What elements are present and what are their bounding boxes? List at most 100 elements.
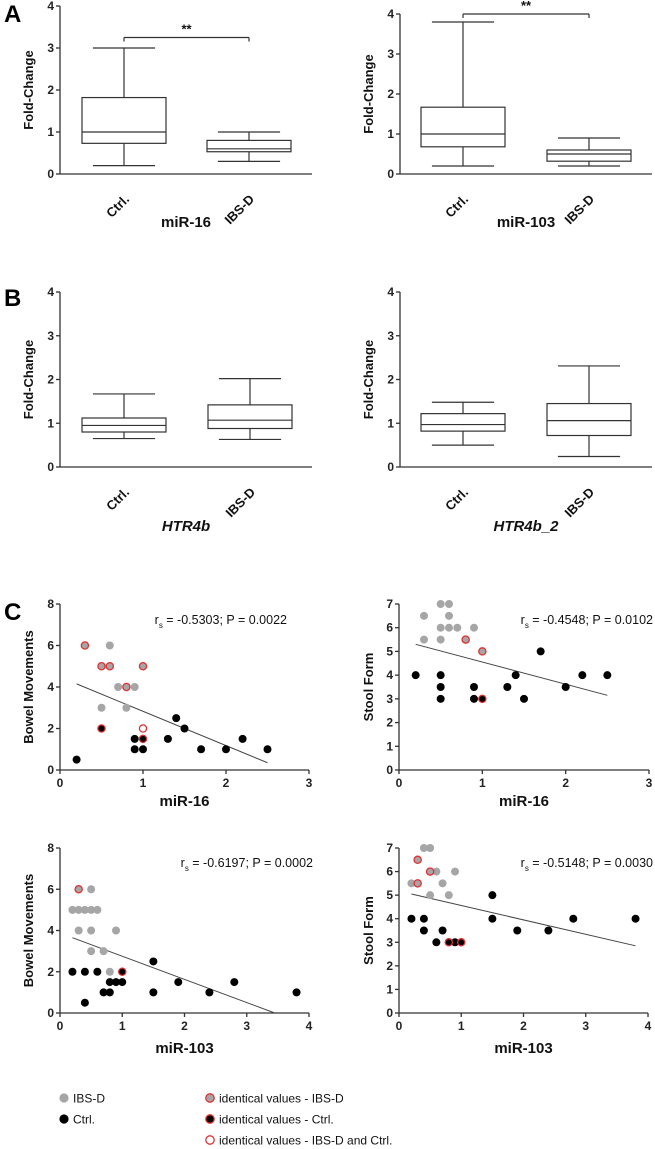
data-point-ctrl	[130, 745, 139, 754]
data-point-ctrl	[488, 914, 497, 923]
data-point-ibs	[445, 611, 453, 620]
annotation-r: r	[521, 613, 525, 627]
regression-line	[411, 893, 636, 947]
x-category-label: IBS-D	[222, 485, 258, 521]
y-tick-label: 0	[47, 167, 54, 181]
data-point-ctrl	[411, 671, 420, 680]
x-axis-label: miR-16	[159, 793, 209, 810]
x-tick-label: 1	[140, 776, 147, 790]
data-point-ibs	[407, 879, 416, 888]
data-point-ctrl	[172, 714, 181, 723]
annotation-r: r	[521, 856, 525, 870]
legend-item-ctrl-id: identical values - Ctrl.	[205, 1113, 334, 1127]
x-tick-label: 0	[57, 1019, 64, 1033]
data-point-ibs-id	[122, 682, 131, 692]
data-point-ctrl	[118, 978, 127, 987]
y-tick-label: 8	[47, 841, 54, 855]
data-point-ctrl	[80, 998, 89, 1007]
panel-letter-b: B	[4, 285, 21, 312]
y-tick-label: 1	[47, 125, 54, 139]
data-point-ibs	[445, 623, 453, 632]
x-tick-label: 2	[520, 1019, 527, 1033]
y-tick-label: 0	[47, 460, 54, 474]
data-point-ibs	[130, 683, 139, 691]
legend-item-ibs-id: identical values - IBS-D	[205, 1092, 344, 1106]
y-tick-label: 2	[47, 722, 54, 736]
data-point-ctrl	[470, 683, 478, 691]
data-point-ctrl	[436, 683, 445, 691]
y-tick-label: 4	[47, 680, 54, 694]
data-point-ibs-id	[478, 647, 487, 656]
data-point-ctrl-id	[456, 938, 466, 947]
data-point-ibs	[451, 867, 460, 876]
data-point-ctrl-id	[444, 938, 454, 947]
y-axis-label: Fold-Change	[21, 340, 36, 419]
data-point-ctrl	[419, 926, 428, 935]
data-point-ibs	[453, 623, 462, 632]
box-iqr	[546, 402, 632, 437]
significance-label: **	[181, 22, 192, 37]
y-tick-label: 4	[47, 0, 54, 13]
data-point-ibs-id	[74, 885, 83, 894]
x-tick-label: 3	[243, 1019, 250, 1033]
data-point-ctrl	[488, 891, 497, 900]
data-point-ctrl	[230, 978, 239, 987]
annotation-stats: = -0.4548; P = 0.0102	[529, 613, 653, 627]
y-tick-label: 8	[47, 597, 54, 611]
x-tick-label: 1	[119, 1019, 126, 1033]
box-plot-0: 0 1 2 3 4 Fold-Change Ctrl. IBS-D ** miR-16	[21, 0, 312, 231]
y-tick-label: 0	[387, 167, 394, 181]
x-category-label: Ctrl.	[442, 485, 471, 514]
data-point-ibs-id	[413, 855, 422, 865]
data-point-ctrl	[603, 671, 612, 680]
data-point-ctrl-id	[118, 967, 127, 977]
x-tick-label: 2	[223, 776, 230, 790]
data-point-ctrl	[432, 938, 441, 947]
legend-item-ibs: IBS-D	[59, 1092, 105, 1106]
legend-marker-icon	[59, 1093, 69, 1103]
x-tick-label: 4	[306, 1019, 313, 1033]
x-tick-label: 0	[396, 1019, 403, 1033]
y-tick-label: 2	[386, 716, 393, 730]
y-tick-label: 7	[386, 841, 393, 855]
box-iqr	[206, 139, 292, 153]
data-point-ibs-id	[105, 662, 115, 671]
box-ibsd	[546, 137, 632, 167]
y-tick-label: 4	[386, 912, 393, 926]
y-tick-label: 2	[47, 373, 54, 387]
legend-item-ctrl: Ctrl.	[59, 1113, 95, 1127]
x-tick-label: 1	[458, 1019, 465, 1033]
y-tick-label: 4	[387, 7, 394, 21]
y-tick-label: 1	[387, 416, 394, 430]
box-plot-2: 0 1 2 3 4 Fold-Change Ctrl. IBS-D HTR4b	[21, 285, 312, 535]
y-tick-label: 1	[386, 739, 393, 753]
scatter-plot-4: 0 2 4 6 8 Bowel Movements 0 1 2 3 miR-16 rs = -0.53…	[21, 597, 313, 810]
x-axis-label: HTR4b_2	[493, 518, 559, 535]
x-tick-label: 4	[645, 1019, 652, 1033]
x-tick-label: 2	[181, 1019, 188, 1033]
data-point-ibs	[114, 683, 123, 691]
data-point-ibs	[470, 623, 478, 632]
data-point-ibs-id	[461, 635, 470, 644]
annotation-subscript: s	[525, 864, 529, 873]
data-point-ibs	[80, 905, 89, 914]
data-point-ibs	[444, 891, 453, 900]
data-point-ctrl	[149, 957, 158, 966]
legend-marker-icon	[59, 1114, 69, 1124]
y-tick-label: 3	[387, 47, 394, 61]
data-point-ibs	[420, 635, 428, 644]
data-point-ibs	[445, 600, 453, 608]
y-tick-label: 4	[47, 285, 54, 299]
y-tick-label: 3	[47, 41, 54, 55]
box-iqr	[207, 404, 293, 430]
data-point-ibs	[68, 905, 77, 914]
y-tick-label: 7	[386, 597, 393, 611]
data-point-ibs	[426, 844, 435, 852]
correlation-annotation: rs = -0.6197; P = 0.0002	[181, 856, 313, 873]
data-point-ibs-id	[97, 662, 106, 671]
scatter-plot-7: 0 1 2 3 4 5 6 7 Stool Form 0 1 2 3 4 miR-103 rs = -0.51…	[361, 841, 653, 1057]
data-point-ctrl	[536, 647, 545, 656]
legend-marker-icon	[205, 1114, 215, 1124]
data-point-ctrl	[105, 978, 114, 987]
